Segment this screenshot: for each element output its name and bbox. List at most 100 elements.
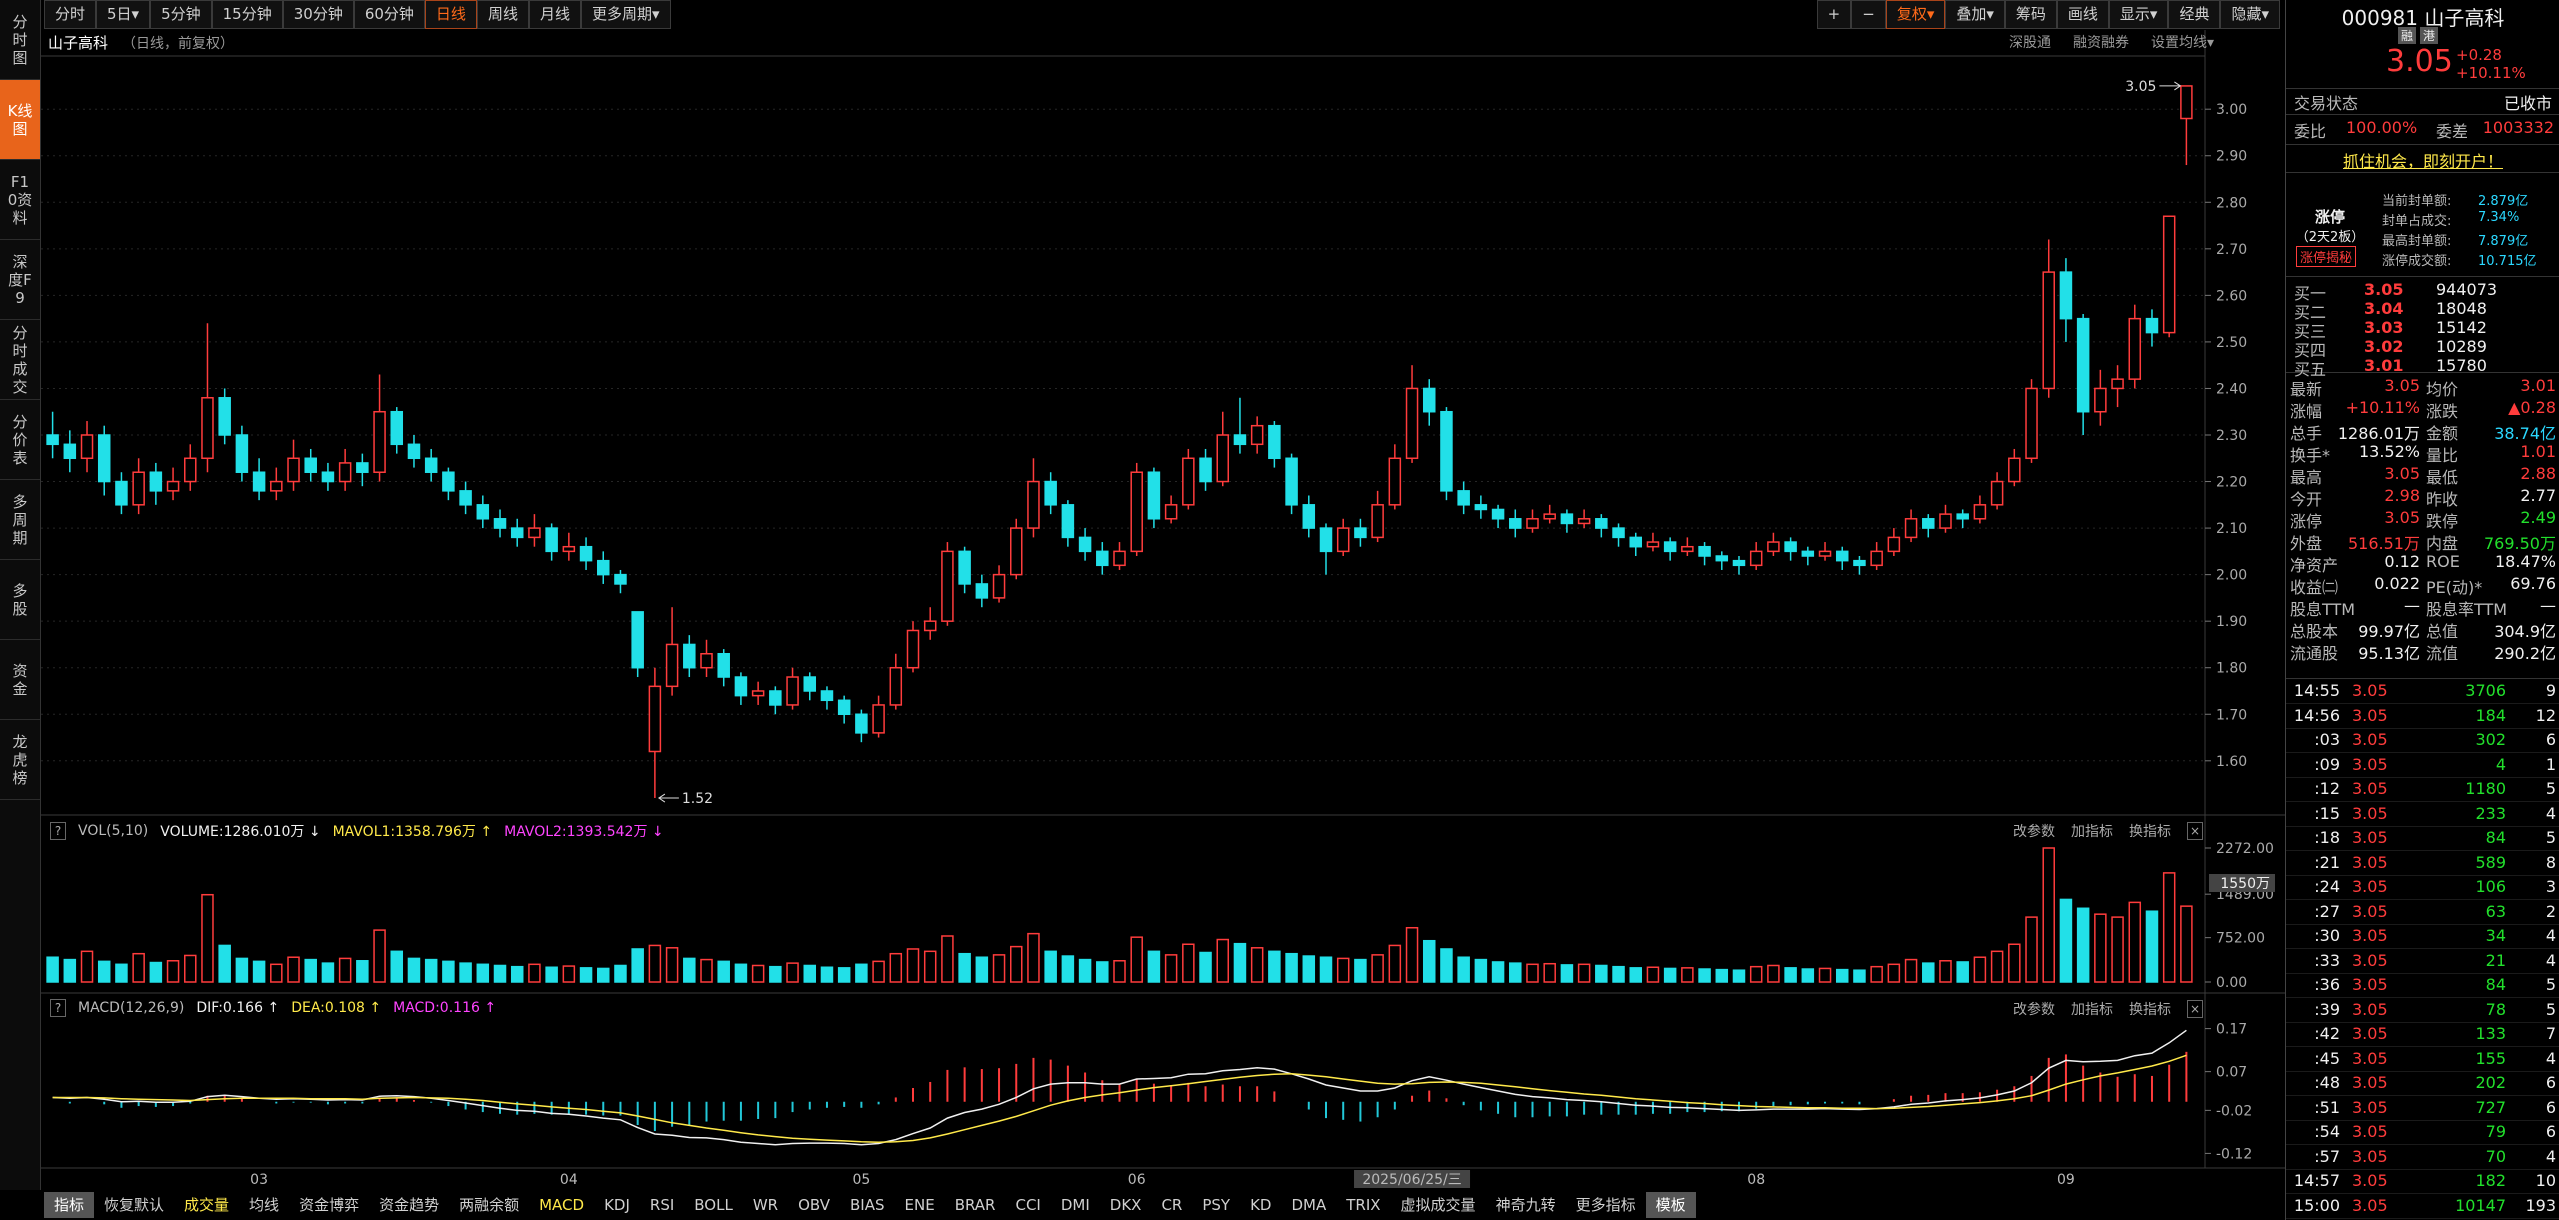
indicator-tab[interactable]: 模板 bbox=[1645, 1192, 1696, 1218]
period-button[interactable]: 5分钟 bbox=[150, 0, 212, 29]
chart-link[interactable]: 设置均线▾ bbox=[2150, 35, 2214, 51]
indicator-tab[interactable]: DMA bbox=[1291, 1196, 1327, 1214]
sidebar-item[interactable]: 深度F9 bbox=[0, 240, 40, 320]
trade-time: :21 bbox=[2314, 852, 2340, 872]
trade-volume: 184 bbox=[2475, 705, 2506, 725]
tool-button[interactable]: 复权▾ bbox=[1885, 0, 1946, 29]
stat-label: 最新 bbox=[2290, 380, 2323, 399]
sidebar-item[interactable]: 分价表 bbox=[0, 400, 40, 480]
trade-volume: 70 bbox=[2485, 1146, 2506, 1166]
sidebar-item[interactable]: F10资料 bbox=[0, 160, 40, 240]
volume-bar bbox=[1113, 960, 1126, 983]
tool-button[interactable]: 经典 bbox=[2168, 0, 2221, 29]
trade-time: :09 bbox=[2314, 754, 2340, 774]
indicator-tab[interactable]: ENE bbox=[904, 1196, 935, 1214]
chart-link[interactable]: 深股通 bbox=[2008, 35, 2051, 51]
volume-bar bbox=[1922, 962, 1935, 983]
tool-button[interactable]: 筹码 bbox=[2004, 0, 2057, 29]
panel-tool[interactable]: 加指标 bbox=[2071, 824, 2113, 840]
indicator-tab[interactable]: OBV bbox=[798, 1196, 830, 1214]
close-button[interactable]: × bbox=[2187, 822, 2203, 840]
sidebar-item[interactable]: 资金 bbox=[0, 640, 40, 720]
indicator-legend: MAVOL1:1358.796万 ↑ bbox=[332, 824, 493, 840]
trade-volume: 21 bbox=[2485, 950, 2506, 970]
tool-button[interactable]: − bbox=[1851, 0, 1886, 29]
indicator-tab[interactable]: 均线 bbox=[249, 1196, 280, 1214]
indicator-tab[interactable]: 恢复默认 bbox=[104, 1196, 165, 1214]
indicator-tab[interactable]: 资金趋势 bbox=[379, 1196, 440, 1214]
indicator-tab[interactable]: MACD bbox=[539, 1196, 585, 1214]
volume-bar bbox=[304, 958, 317, 983]
stat-label: 涨停 bbox=[2290, 512, 2323, 531]
volume-bar bbox=[1164, 954, 1178, 983]
sidebar-item[interactable]: 龙虎榜 bbox=[0, 720, 40, 800]
indicator-tab[interactable]: KDJ bbox=[604, 1196, 630, 1214]
volume-bar bbox=[1216, 938, 1230, 983]
divider bbox=[2286, 372, 2559, 373]
panel-header: ? VOL(5,10) VOLUME:1286.010万 ↓ MAVOL1:1358.… bbox=[50, 821, 664, 841]
sidebar-item[interactable]: 多周期 bbox=[0, 480, 40, 560]
candle-body bbox=[786, 676, 799, 706]
tool-button[interactable]: 叠加▾ bbox=[1945, 0, 2005, 29]
period-button[interactable]: 60分钟 bbox=[353, 0, 425, 29]
indicator-tab[interactable]: 成交量 bbox=[184, 1196, 230, 1214]
tool-button[interactable]: 隐藏▾ bbox=[2220, 0, 2280, 29]
candle-body bbox=[528, 527, 541, 539]
indicator-tab[interactable]: KD bbox=[1250, 1196, 1272, 1214]
volume-bar bbox=[1646, 966, 1660, 983]
indicator-tab[interactable]: CCI bbox=[1015, 1196, 1041, 1214]
indicator-tab[interactable]: TRIX bbox=[1346, 1196, 1381, 1214]
panel-tool[interactable]: 换指标 bbox=[2129, 824, 2171, 840]
period-button[interactable]: 日线 bbox=[424, 0, 477, 29]
sidebar-item[interactable]: 多股 bbox=[0, 560, 40, 640]
candle-body bbox=[2162, 215, 2176, 334]
candle-body bbox=[321, 471, 335, 483]
chart-link[interactable]: 融资融券 bbox=[2072, 35, 2129, 51]
tool-button[interactable]: 显示▾ bbox=[2108, 0, 2169, 29]
limit-up-button[interactable]: 涨停揭秘 bbox=[2296, 246, 2357, 267]
indicator-tab[interactable]: 资金博弈 bbox=[299, 1196, 360, 1214]
tool-button[interactable]: 画线 bbox=[2056, 0, 2109, 29]
panel-tool[interactable]: 加指标 bbox=[2071, 1002, 2113, 1018]
candle-body bbox=[1009, 527, 1023, 576]
indicator-tab[interactable]: WR bbox=[752, 1196, 779, 1214]
candle-body bbox=[1285, 457, 1298, 506]
candle-body bbox=[2042, 271, 2055, 390]
volume-bar bbox=[1509, 962, 1522, 983]
sidebar-item[interactable]: K线图 bbox=[0, 80, 40, 160]
panel-tool[interactable]: 换指标 bbox=[2129, 1002, 2171, 1018]
sidebar-item[interactable]: 分时图 bbox=[0, 0, 40, 80]
indicator-tab[interactable]: DMI bbox=[1060, 1196, 1090, 1214]
period-button[interactable]: 周线 bbox=[476, 0, 529, 29]
help-button[interactable]: ? bbox=[50, 999, 66, 1017]
trade-row: :45 3.05 155 4 bbox=[2286, 1049, 2559, 1072]
candle-body bbox=[2145, 317, 2159, 334]
period-button[interactable]: 5日▾ bbox=[96, 0, 151, 29]
indicator-tab[interactable]: 虚拟成交量 bbox=[1400, 1196, 1476, 1214]
indicator-tab[interactable]: DKX bbox=[1109, 1196, 1142, 1214]
indicator-tab[interactable]: 指标 bbox=[44, 1192, 95, 1218]
period-button[interactable]: 15分钟 bbox=[211, 0, 283, 29]
indicator-tab[interactable]: RSI bbox=[649, 1196, 675, 1214]
period-button[interactable]: 30分钟 bbox=[282, 0, 354, 29]
close-button[interactable]: × bbox=[2187, 1000, 2203, 1018]
indicator-tab[interactable]: 更多指标 bbox=[1575, 1196, 1636, 1214]
indicator-tab[interactable]: 两融余额 bbox=[459, 1196, 520, 1214]
indicator-tab[interactable]: BIAS bbox=[850, 1196, 885, 1214]
help-button[interactable]: ? bbox=[50, 822, 66, 840]
indicator-tab[interactable]: BRAR bbox=[954, 1196, 996, 1214]
period-button[interactable]: 月线 bbox=[528, 0, 581, 29]
indicator-tab[interactable]: 神奇九转 bbox=[1495, 1196, 1556, 1214]
indicator-tab[interactable]: PSY bbox=[1202, 1196, 1231, 1214]
tool-button[interactable]: + bbox=[1816, 0, 1852, 29]
panel-tool[interactable]: 改参数 bbox=[2013, 1002, 2055, 1018]
period-button[interactable]: 更多周期▾ bbox=[580, 0, 671, 29]
period-button[interactable]: 分时 bbox=[44, 0, 97, 29]
sidebar-item[interactable]: 分时成交 bbox=[0, 320, 40, 400]
y-tick-label: 1.70 bbox=[2216, 707, 2247, 723]
panel-tool[interactable]: 改参数 bbox=[2013, 824, 2055, 840]
indicator-tab[interactable]: CR bbox=[1161, 1196, 1183, 1214]
candle-body bbox=[80, 434, 94, 460]
promo-banner[interactable]: 抓住机会，即刻开户！ bbox=[2342, 152, 2503, 171]
indicator-tab[interactable]: BOLL bbox=[694, 1196, 733, 1214]
